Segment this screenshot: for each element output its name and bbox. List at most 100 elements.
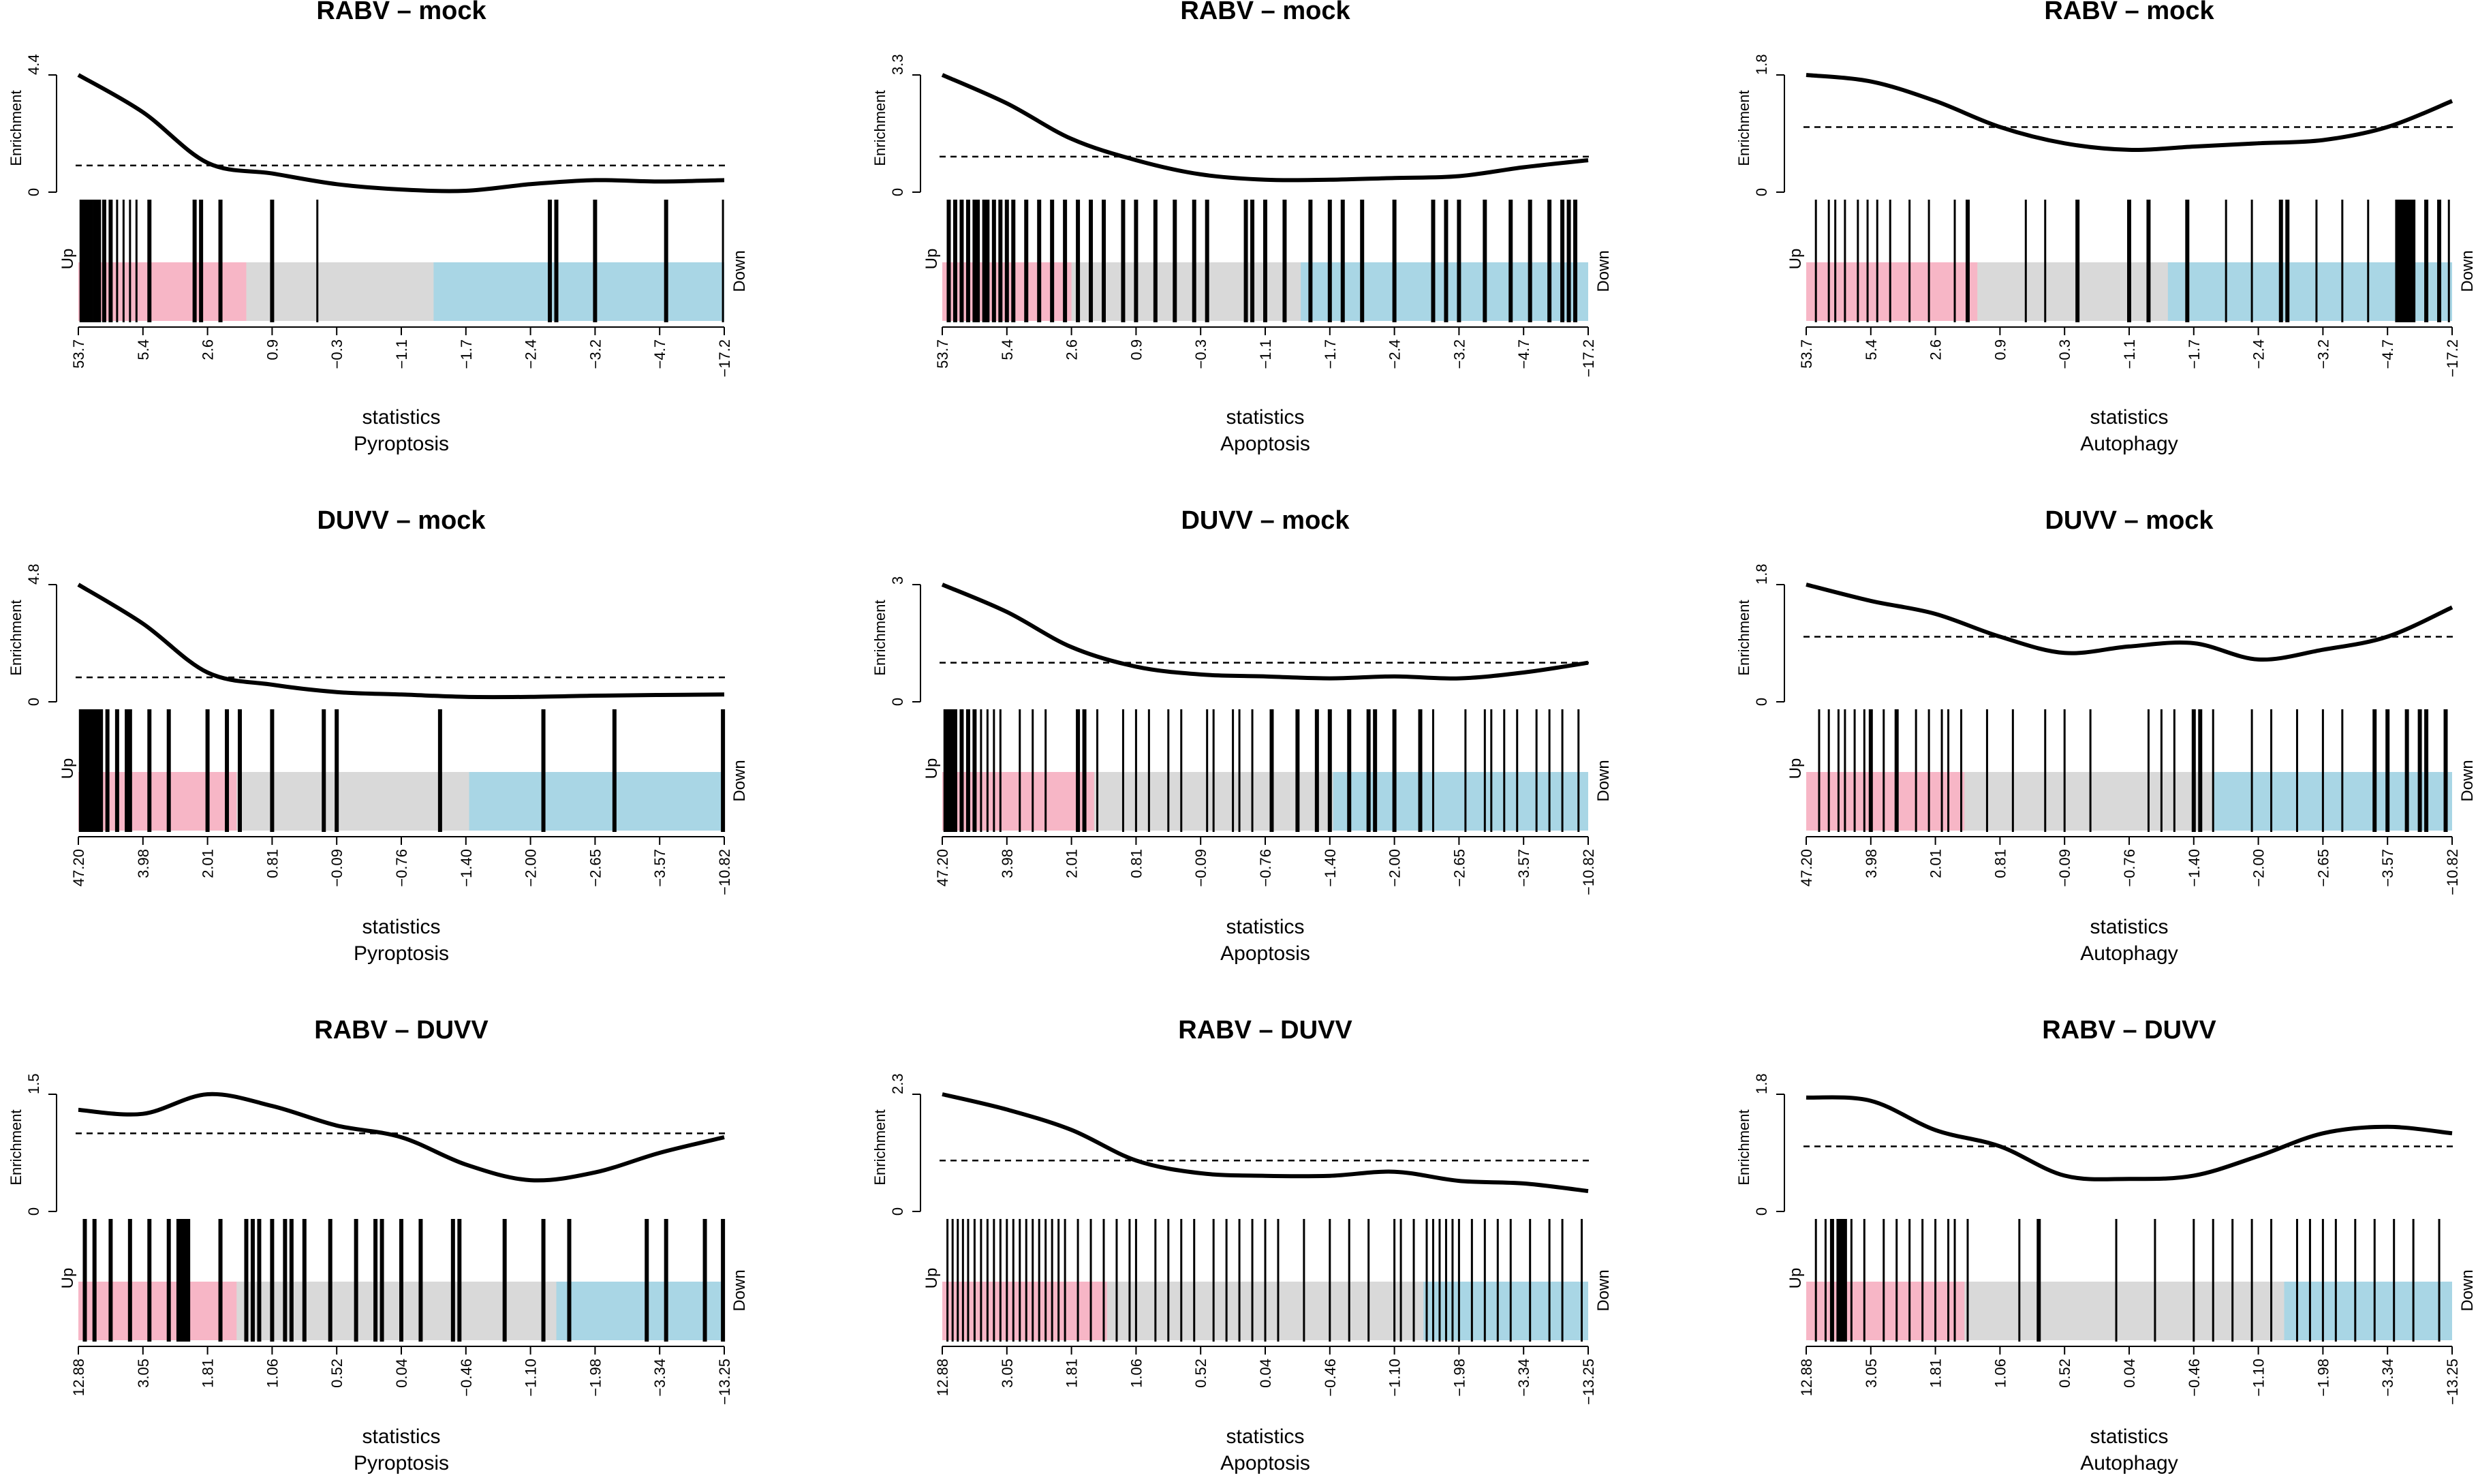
x-tick-label: 3.98 <box>135 849 152 878</box>
x-tick-label: 0.52 <box>328 1359 345 1388</box>
x-tick-label: −3.57 <box>651 849 668 887</box>
x-tick-label: 2.01 <box>1064 849 1081 878</box>
x-tick-label: 12.88 <box>934 1359 951 1396</box>
up-band <box>942 772 1094 831</box>
x-axis-label: statistics <box>362 916 440 938</box>
ymax-label: 1.8 <box>1753 563 1770 585</box>
ymin-label: 0 <box>889 188 906 196</box>
ymin-label: 0 <box>1753 188 1770 196</box>
x-tick-label: −4.7 <box>651 339 668 369</box>
x-axis-label: statistics <box>2090 916 2168 938</box>
x-tick-label: 53.7 <box>1798 339 1815 369</box>
x-tick-label: −0.3 <box>1192 339 1209 369</box>
up-label: Up <box>923 249 941 270</box>
x-tick-label: 1.81 <box>1927 1359 1945 1388</box>
up-band <box>1806 1282 1965 1340</box>
up-label: Up <box>59 758 77 779</box>
x-tick-label: 0.81 <box>1992 849 2009 878</box>
enrichment-curve <box>78 1092 725 1183</box>
x-tick-label: −0.46 <box>2186 1359 2203 1397</box>
x-tick-label: 47.20 <box>70 849 87 886</box>
x-tick-label: −1.98 <box>2314 1359 2332 1397</box>
x-axis-label: statistics <box>1226 916 1304 938</box>
ymin-label: 0 <box>889 698 906 706</box>
enrichment-curve <box>1806 1095 2453 1181</box>
x-tick-label: −1.7 <box>458 339 475 369</box>
x-tick-label: −0.09 <box>2056 849 2073 887</box>
x-tick-label: −0.46 <box>458 1359 475 1397</box>
gene-set-name: Apoptosis <box>1220 1452 1310 1474</box>
panel-title: DUVV – mock <box>2045 506 2214 535</box>
gene-set-name: Pyroptosis <box>354 433 449 455</box>
x-axis-label: statistics <box>1226 406 1304 429</box>
x-tick-label: −2.00 <box>523 849 540 887</box>
ymin-label: 0 <box>25 1207 42 1216</box>
up-label: Up <box>1786 1268 1805 1289</box>
x-tick-label: −2.4 <box>523 339 540 369</box>
x-tick-label: −1.1 <box>2121 339 2138 369</box>
x-tick-label: −13.25 <box>2444 1359 2461 1405</box>
down-band <box>2213 772 2452 831</box>
gene-set-name: Autophagy <box>2080 1452 2178 1474</box>
x-tick-label: 3.05 <box>999 1359 1016 1388</box>
panel-title: RABV – DUVV <box>2042 1016 2216 1045</box>
enrichment-curve <box>77 583 725 700</box>
enrichment-ylabel: Enrichment <box>7 1109 25 1185</box>
down-label: Down <box>730 250 749 292</box>
x-tick-label: −10.82 <box>1580 849 1597 895</box>
x-tick-label: 0.81 <box>1128 849 1145 878</box>
x-tick-label: 12.88 <box>1798 1359 1815 1396</box>
down-label: Down <box>1594 760 1613 801</box>
enrichment-ylabel: Enrichment <box>871 90 888 166</box>
x-tick-label: −13.25 <box>716 1359 733 1405</box>
x-tick-label: −1.40 <box>1322 849 1339 887</box>
down-label: Down <box>730 760 749 801</box>
ymax-label: 3.3 <box>889 54 906 75</box>
x-tick-label: 3.98 <box>1863 849 1880 878</box>
x-tick-label: −0.76 <box>1257 849 1274 887</box>
x-tick-label: 12.88 <box>70 1359 87 1396</box>
enrichment-ylabel: Enrichment <box>1735 90 1752 166</box>
x-tick-label: −3.34 <box>2379 1359 2396 1397</box>
x-tick-label: −0.76 <box>2121 849 2138 887</box>
down-band <box>556 1282 724 1340</box>
x-tick-label: −13.25 <box>1580 1359 1597 1405</box>
panel-title: RABV – mock <box>2044 0 2214 25</box>
x-axis-label: statistics <box>2090 406 2168 429</box>
x-tick-label: 3.05 <box>135 1359 152 1388</box>
enrichment-curve <box>942 1092 1589 1194</box>
x-tick-label: −1.10 <box>2250 1359 2267 1397</box>
x-tick-label: −1.98 <box>587 1359 604 1397</box>
enrichment-ylabel: Enrichment <box>871 600 888 675</box>
up-label: Up <box>59 249 77 270</box>
gene-set-name: Apoptosis <box>1220 942 1310 965</box>
x-tick-label: −2.65 <box>1451 849 1468 887</box>
ymax-label: 1.8 <box>1753 1073 1770 1094</box>
gene-set-name: Autophagy <box>2080 433 2178 455</box>
x-tick-label: −2.65 <box>587 849 604 887</box>
x-tick-label: 2.01 <box>1927 849 1945 878</box>
ymin-label: 0 <box>1753 698 1770 706</box>
enrichment-curve <box>77 73 725 194</box>
x-tick-label: −1.7 <box>1322 339 1339 369</box>
x-tick-label: −0.76 <box>393 849 410 887</box>
enrichment-ylabel: Enrichment <box>871 1109 888 1185</box>
up-label: Up <box>59 1268 77 1289</box>
ymin-label: 0 <box>25 188 42 196</box>
down-band <box>2284 1282 2452 1340</box>
x-tick-label: −1.40 <box>2186 849 2203 887</box>
panel-title: RABV – DUVV <box>314 1016 489 1045</box>
panel-title: RABV – mock <box>316 0 486 25</box>
enrichment-curve <box>941 73 1589 183</box>
x-tick-label: −1.1 <box>393 339 410 369</box>
x-tick-label: −2.00 <box>2250 849 2267 887</box>
x-tick-label: 0.52 <box>2056 1359 2073 1388</box>
gene-set-name: Autophagy <box>2080 942 2178 965</box>
enrichment-ylabel: Enrichment <box>7 90 25 166</box>
